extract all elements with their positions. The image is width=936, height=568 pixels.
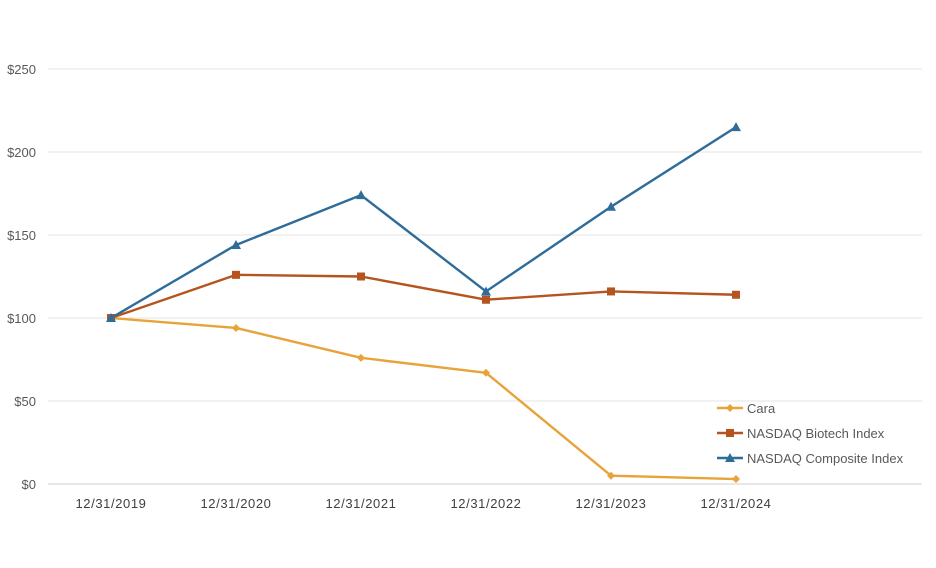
data-point xyxy=(732,475,740,484)
legend-item: NASDAQ Biotech Index xyxy=(717,426,885,441)
y-tick-label: $100 xyxy=(7,311,36,326)
legend-label: Cara xyxy=(747,401,776,416)
x-tick-label: 12/31/2023 xyxy=(575,496,646,511)
y-tick-label: $250 xyxy=(7,62,36,77)
series-line xyxy=(110,126,737,320)
y-tick-label: $0 xyxy=(22,477,36,492)
x-tick-label: 12/31/2020 xyxy=(200,496,271,511)
series-nasdaq-composite-index xyxy=(106,122,741,322)
data-point xyxy=(106,313,116,322)
y-tick-label: $200 xyxy=(7,145,36,160)
data-point xyxy=(232,270,240,279)
data-point xyxy=(481,286,491,296)
data-point xyxy=(231,239,241,249)
data-point xyxy=(356,190,366,200)
y-tick-label: $150 xyxy=(7,228,36,243)
data-point xyxy=(482,295,490,304)
legend-marker xyxy=(725,453,735,462)
x-tick-label: 12/31/2019 xyxy=(75,496,146,511)
y-tick-label: $50 xyxy=(14,394,36,409)
y-axis: $0 $50 $100 $150 $200 $250 xyxy=(7,62,36,492)
legend: Cara NASDAQ Biotech Index NASDAQ Composite… xyxy=(717,401,904,466)
data-point xyxy=(357,353,365,362)
series-cara xyxy=(107,314,740,484)
series-line xyxy=(110,316,737,481)
x-tick-label: 12/31/2021 xyxy=(325,496,396,511)
series-group xyxy=(106,122,741,484)
legend-item: Cara xyxy=(717,401,776,416)
data-point xyxy=(606,201,616,211)
legend-marker xyxy=(726,404,734,412)
x-tick-label: 12/31/2024 xyxy=(700,496,771,511)
data-point xyxy=(357,272,365,281)
legend-item: NASDAQ Composite Index xyxy=(717,451,904,466)
x-tick-label: 12/31/2022 xyxy=(450,496,521,511)
data-point xyxy=(482,368,490,377)
series-line xyxy=(110,273,737,320)
gridlines xyxy=(48,68,922,485)
data-point xyxy=(732,290,740,299)
legend-label: NASDAQ Composite Index xyxy=(747,451,904,466)
series-nasdaq-biotech-index xyxy=(107,270,740,322)
data-point xyxy=(607,471,615,480)
data-point xyxy=(232,323,240,332)
legend-marker xyxy=(726,429,734,437)
data-point xyxy=(607,287,615,296)
x-axis: 12/31/2019 12/31/2020 12/31/2021 12/31/2022… xyxy=(75,496,771,511)
legend-label: NASDAQ Biotech Index xyxy=(747,426,885,441)
data-point xyxy=(731,122,741,132)
